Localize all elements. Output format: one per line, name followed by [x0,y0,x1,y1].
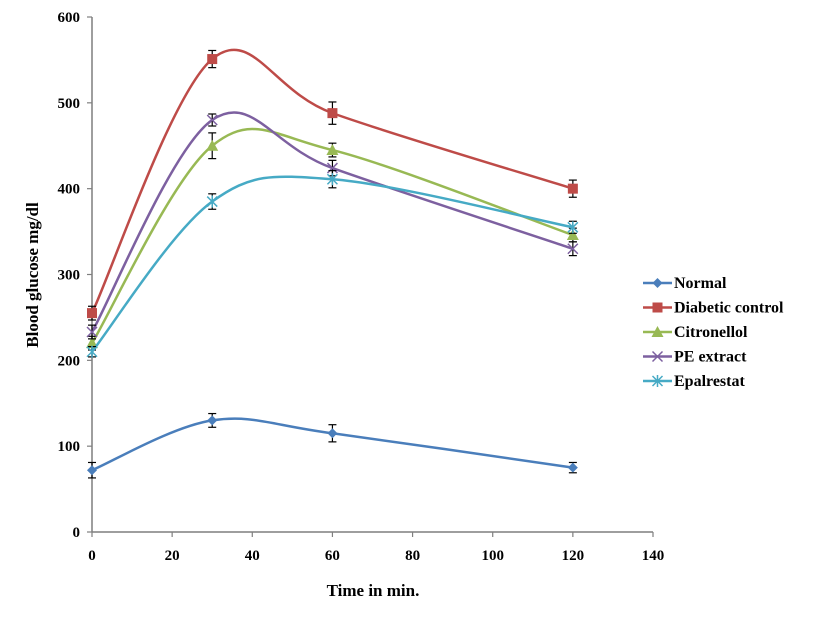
data-point [567,221,579,234]
legend-label: Epalrestat [674,373,745,390]
series-line [90,48,574,314]
legend: Normal Diabetic control Citronellol PE extr… [643,275,784,390]
data-point [326,144,339,156]
data-point [86,337,98,349]
legend-item-epalrestat: Epalrestat [643,373,745,390]
legend-label: PE extract [674,349,747,366]
y-tick-label: 400 [58,182,81,198]
series-line [91,417,574,472]
y-tick-label: 0 [73,525,81,541]
data-point [327,428,338,439]
x-tick-label: 120 [562,548,585,564]
y-axis-title: Blood glucose mg/dl [23,202,42,348]
legend-item-diabetic-control: Diabetic control [643,300,784,317]
series-diabetic-control [87,48,578,321]
data-point [87,308,97,319]
data-point [87,465,97,476]
data-point [207,415,218,426]
legend-marker [652,302,663,313]
legend-marker [651,375,664,387]
data-point [567,243,579,255]
x-axis-title: Time in min. [327,581,420,600]
data-point [326,173,338,186]
y-tick-label: 500 [58,96,81,112]
legend-item-normal: Normal [643,275,727,292]
x-tick-label: 0 [88,548,96,564]
legend-marker [652,278,663,288]
series-normal [87,412,578,479]
x-tick-label: 100 [481,548,504,564]
legend-marker [651,326,664,337]
x-tick-label: 60 [325,548,340,564]
series-line [90,127,574,344]
series-epalrestat [86,170,579,358]
y-tick-label: 100 [58,439,81,455]
legend-label: Citronellol [674,324,748,341]
series-layer [86,48,579,479]
data-point [566,229,579,241]
x-tick-label: 80 [405,548,420,564]
legend-item-citronellol: Citronellol [643,324,748,341]
x-tick-label: 40 [245,548,260,564]
series-line [91,175,574,353]
legend-item-pe-extract: PE extract [643,349,747,366]
legend-marker [651,350,664,363]
y-tick-label: 600 [58,10,81,26]
y-tick-label: 200 [58,353,81,369]
data-point [327,108,338,119]
legend-label: Normal [674,275,727,292]
x-tick-label: 140 [642,548,665,564]
series-line [90,111,574,333]
data-point [207,54,218,65]
data-point [206,139,219,151]
x-tick-label: 20 [165,548,180,564]
data-point [326,162,338,174]
y-tick-label: 300 [58,268,81,284]
data-point [86,345,98,358]
data-point [86,326,98,338]
data-point [206,195,218,208]
data-point [206,114,218,126]
data-point [567,183,578,194]
legend-label: Diabetic control [674,300,784,317]
axes: 0 100 200 300 400 500 600 0 20 40 60 80 100 120 140 [58,10,665,564]
data-point [567,462,578,473]
